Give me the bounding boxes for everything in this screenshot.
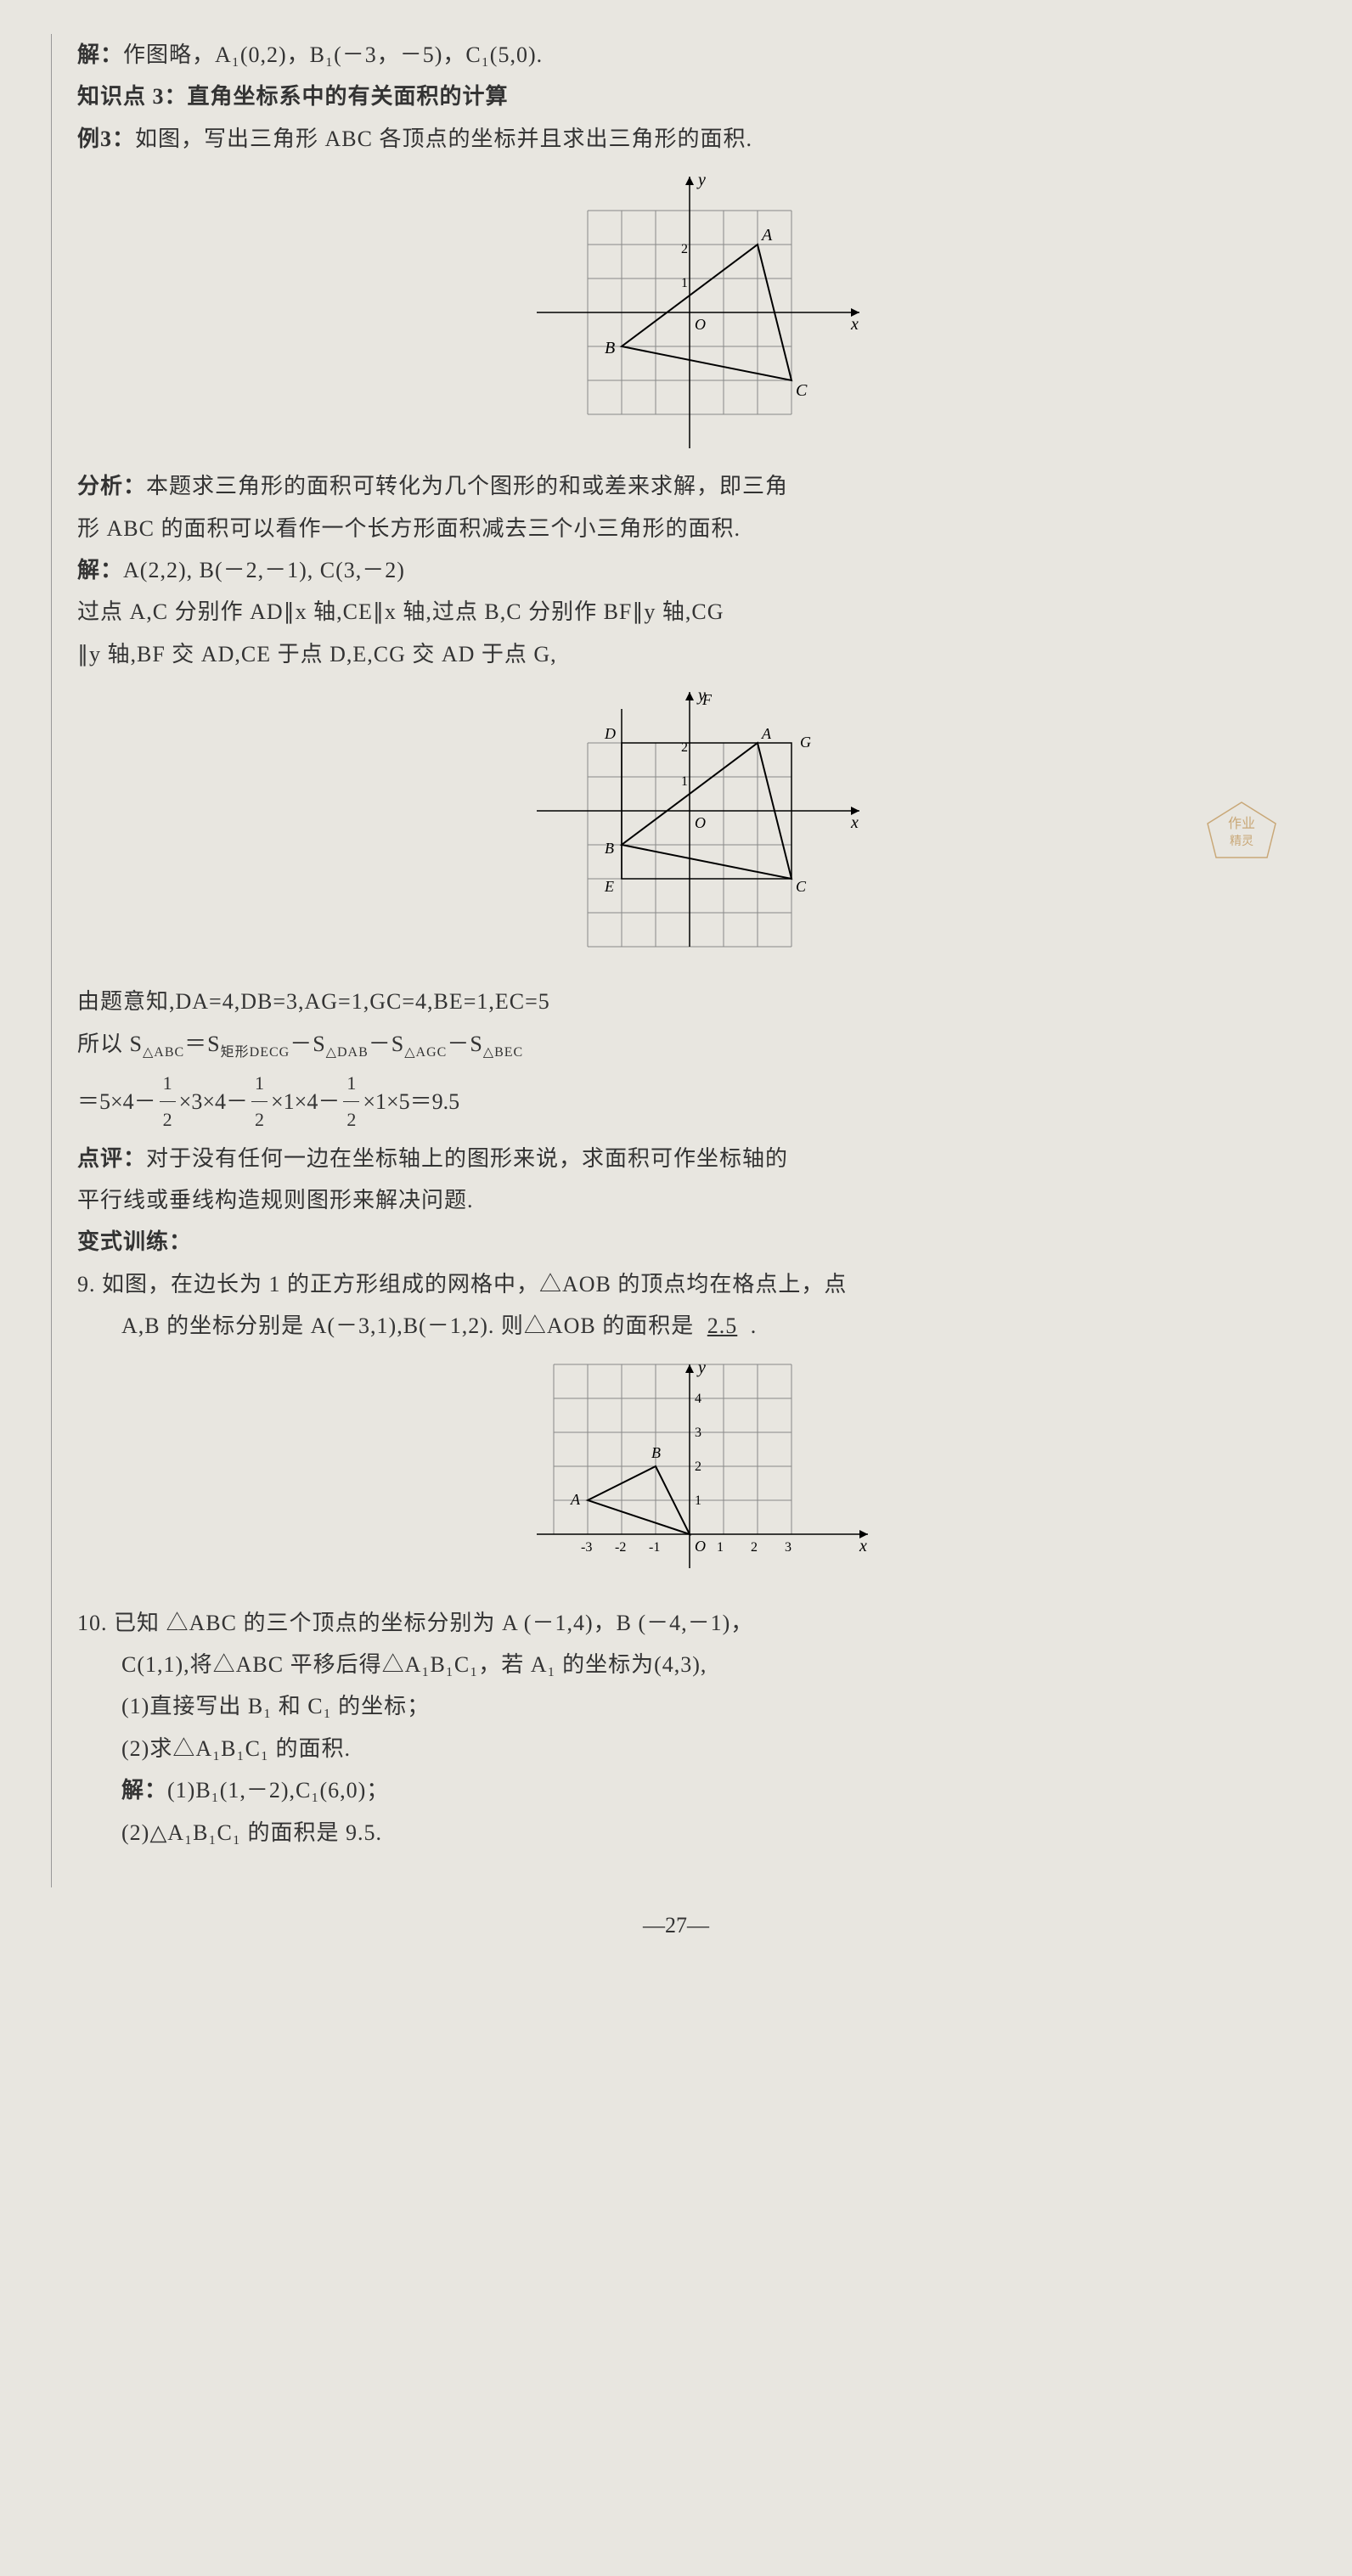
stamp-text-2: 精灵	[1230, 835, 1253, 848]
svg-text:x: x	[850, 813, 859, 832]
coordinate-chart-2: xyO12ABCDEFG	[511, 683, 868, 972]
problem-10-line-2: C(1,1),将△ABC 平移后得△A₁B₁C₁，若 A₁ 的坐标为(4,3),	[77, 1644, 1301, 1685]
svg-text:-1: -1	[649, 1540, 660, 1555]
variant-training: 变式训练：	[77, 1221, 1301, 1263]
chart-1-container: x y O 1 2 A B C	[77, 168, 1301, 457]
problem-10-solution-1: 解：(1)B₁(1,－2),C₁(6,0)；	[77, 1769, 1301, 1811]
analysis-line-1: 分析：本题求三角形的面积可转化为几个图形的和或差来求解，即三角	[77, 465, 1301, 507]
svg-text:A: A	[760, 226, 773, 245]
svg-text:1: 1	[681, 774, 688, 789]
svg-text:y: y	[696, 1358, 706, 1377]
label-solution-3: 解：	[121, 1778, 167, 1803]
problem-9-line-1: 9. 如图，在边长为 1 的正方形组成的网格中，△AOB 的顶点均在格点上，点	[77, 1263, 1301, 1305]
svg-text:B: B	[605, 339, 615, 357]
knowledge-point-3: 知识点 3：直角坐标系中的有关面积的计算	[77, 76, 1301, 117]
fraction-1: 12	[160, 1066, 176, 1138]
example-3: 例3：如图，写出三角形 ABC 各顶点的坐标并且求出三角形的面积.	[77, 118, 1301, 160]
problem-10-line-4: (2)求△A₁B₁C₁ 的面积.	[77, 1728, 1301, 1769]
label-solution: 解：	[77, 42, 123, 67]
svg-text:C: C	[796, 878, 807, 895]
svg-text:-3: -3	[581, 1540, 592, 1555]
page-content: 解：作图略，A₁(0,2)，B₁(－3，－5)，C₁(5,0). 知识点 3：直…	[51, 34, 1301, 1887]
svg-text:-2: -2	[615, 1540, 626, 1555]
comment-line-2: 平行线或垂线构造规则图形来解决问题.	[77, 1179, 1301, 1221]
analysis-line-2: 形 ABC 的面积可以看作一个长方形面积减去三个小三角形的面积.	[77, 508, 1301, 549]
svg-text:B: B	[605, 840, 614, 857]
svg-text:A: A	[761, 725, 772, 742]
svg-text:x: x	[859, 1537, 867, 1555]
label-example: 例3：	[77, 127, 135, 151]
coordinate-chart-1: x y O 1 2 A B C	[511, 168, 868, 457]
svg-text:D: D	[604, 725, 616, 742]
svg-text:2: 2	[681, 242, 688, 256]
problem-10-solution-2: (2)△A₁B₁C₁ 的面积是 9.5.	[77, 1812, 1301, 1853]
text-line-7: 过点 A,C 分别作 AD∥x 轴,CE∥x 轴,过点 B,C 分别作 BF∥y…	[77, 591, 1301, 633]
svg-text:y: y	[696, 171, 706, 189]
formula-line-2: ＝5×4－ 12 ×3×4－ 12 ×1×4－ 12 ×1×5＝9.5	[77, 1066, 1301, 1138]
svg-text:O: O	[695, 1538, 706, 1555]
page-number: —27—	[51, 1913, 1301, 1938]
label-analysis: 分析：	[77, 474, 146, 498]
svg-text:1: 1	[717, 1540, 724, 1555]
solution-line-2: 解：A(2,2), B(－2,－1), C(3,－2)	[77, 549, 1301, 591]
svg-text:C: C	[796, 381, 808, 400]
comment-line-1: 点评：对于没有任何一边在坐标轴上的图形来说，求面积可作坐标轴的	[77, 1138, 1301, 1179]
svg-text:A: A	[570, 1491, 581, 1508]
label-comment: 点评：	[77, 1146, 146, 1171]
text-line-9: 由题意知,DA=4,DB=3,AG=1,GC=4,BE=1,EC=5	[77, 981, 1301, 1022]
answer-blank: 2.5	[701, 1313, 745, 1338]
formula-line-1: 所以 S△ABC＝S矩形DECG－S△DAB－S△AGC－S△BEC	[77, 1023, 1301, 1066]
chart-3-container: x y O -3 -2 -1 1 2 3 1 2 3 4 A B	[77, 1356, 1301, 1594]
coordinate-chart-3: x y O -3 -2 -1 1 2 3 1 2 3 4 A B	[503, 1356, 876, 1594]
svg-text:G: G	[800, 734, 811, 751]
chart-2-container: xyO12ABCDEFG	[77, 683, 1301, 972]
svg-text:2: 2	[751, 1540, 758, 1555]
svg-text:B: B	[651, 1444, 661, 1461]
text-line-8: ∥y 轴,BF 交 AD,CE 于点 D,E,CG 交 AD 于点 G,	[77, 633, 1301, 675]
problem-9-line-2: A,B 的坐标分别是 A(－3,1),B(－1,2). 则△AOB 的面积是 2…	[77, 1305, 1301, 1347]
watermark-stamp: 作业 精灵	[1199, 798, 1284, 870]
problem-10-line-3: (1)直接写出 B₁ 和 C₁ 的坐标；	[77, 1685, 1301, 1727]
svg-text:3: 3	[785, 1540, 791, 1555]
svg-text:3: 3	[695, 1426, 701, 1440]
fraction-2: 12	[251, 1066, 268, 1138]
svg-text:2: 2	[695, 1460, 701, 1474]
label-solution-2: 解：	[77, 558, 123, 582]
svg-text:O: O	[695, 814, 706, 831]
fraction-3: 12	[343, 1066, 359, 1138]
svg-text:F: F	[701, 691, 713, 708]
svg-text:1: 1	[681, 276, 688, 290]
problem-10-line-1: 10. 已知 △ABC 的三个顶点的坐标分别为 A (－1,4)，B (－4,－…	[77, 1602, 1301, 1644]
solution-line-1: 解：作图略，A₁(0,2)，B₁(－3，－5)，C₁(5,0).	[77, 34, 1301, 76]
svg-text:E: E	[604, 878, 614, 895]
stamp-text-1: 作业	[1228, 816, 1255, 831]
svg-text:x: x	[850, 315, 859, 334]
svg-text:1: 1	[695, 1493, 701, 1508]
svg-text:O: O	[695, 316, 706, 333]
svg-text:4: 4	[695, 1392, 701, 1406]
